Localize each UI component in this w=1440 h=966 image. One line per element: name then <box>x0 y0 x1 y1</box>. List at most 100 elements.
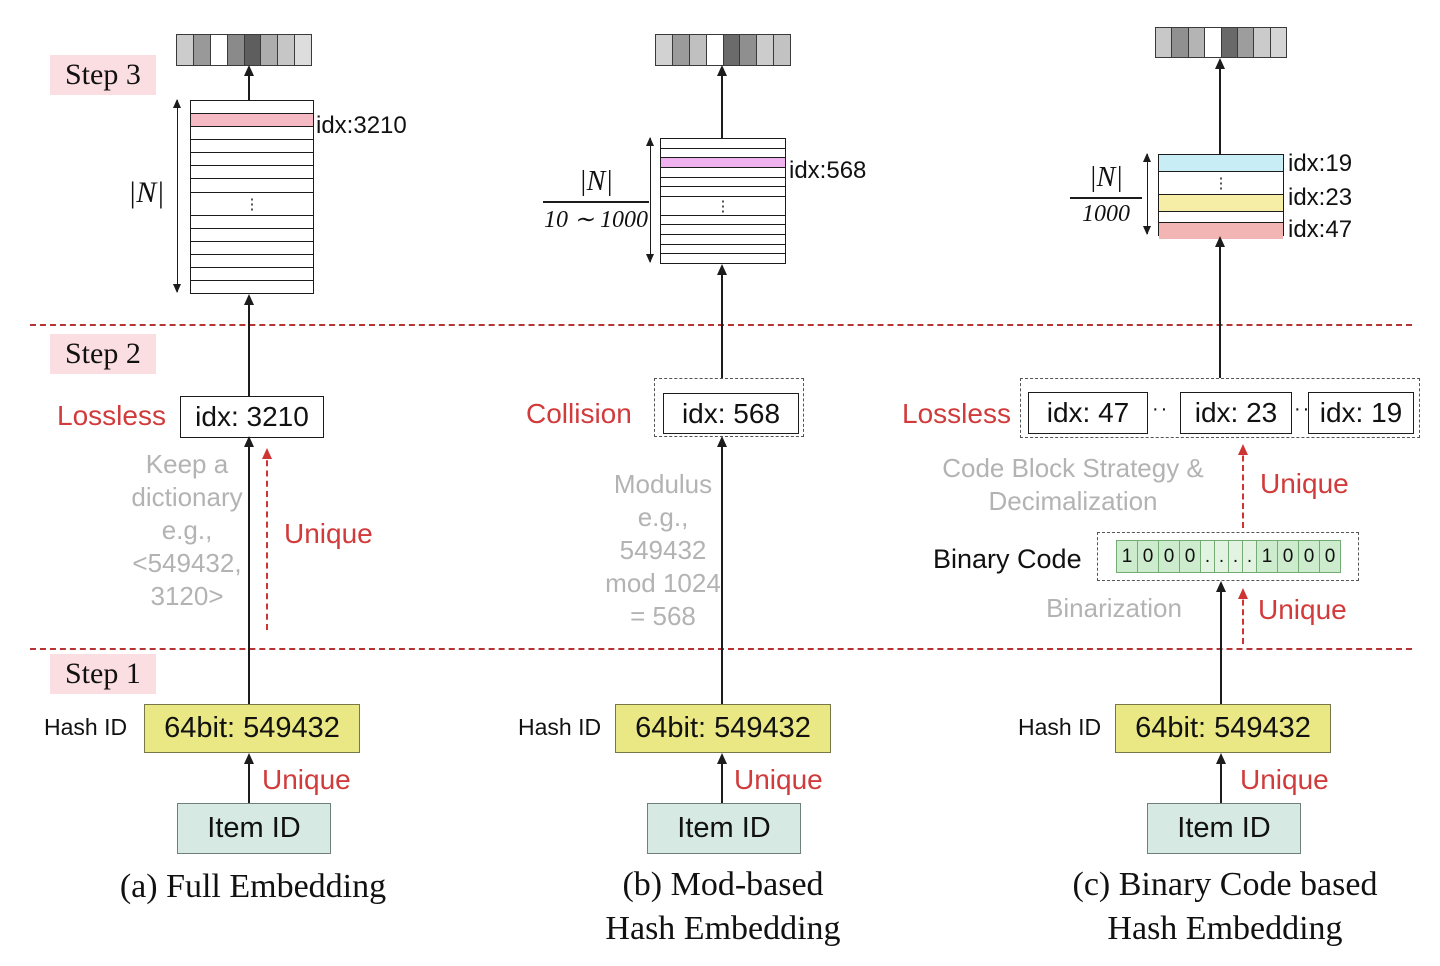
modulus-hint-b: Modulus e.g., 549432 mod 1024 = 568 <box>605 469 721 631</box>
table-row <box>191 242 313 255</box>
vector-cell <box>1270 28 1286 57</box>
binary-code-label-c: Binary Code <box>933 544 1082 574</box>
row-index-label-c-19: idx:19 <box>1288 150 1353 177</box>
table-row <box>191 166 313 180</box>
caption-c-line2: Hash Embedding <box>1107 910 1343 947</box>
unique-label-binarization-c: Unique <box>1258 594 1347 625</box>
hash-id-label-c: Hash ID <box>1018 714 1102 740</box>
embedding-table-c: ⋮ <box>1158 154 1284 239</box>
vector-cell <box>244 35 262 65</box>
table-ellipsis-b: ⋮ <box>661 197 785 216</box>
table-row <box>191 101 313 115</box>
table-row-highlight-a <box>191 114 313 128</box>
binary-digit-cell: 0 <box>1179 540 1201 573</box>
vector-cell <box>1254 28 1271 57</box>
unique-arrow-binarization-c <box>1238 588 1248 644</box>
table-row <box>661 225 785 236</box>
row-index-label-b: idx:568 <box>789 157 867 184</box>
hash-id-label-a: Hash ID <box>44 714 128 740</box>
vector-cell <box>1156 28 1173 57</box>
table-row <box>191 281 313 293</box>
lossless-label-c: Lossless <box>902 398 1011 429</box>
vector-cell <box>1188 28 1206 57</box>
binary-digit-cell: 1 <box>1256 540 1278 573</box>
vector-cell <box>706 35 724 65</box>
arrow-item-to-hash-c <box>1216 753 1226 803</box>
unique-label-step1-b: Unique <box>734 764 823 795</box>
vector-cell <box>261 35 279 65</box>
size-denominator-c: 1000 <box>1082 201 1130 227</box>
collision-label-b: Collision <box>526 398 632 429</box>
vector-cell <box>278 35 296 65</box>
dictionary-hint-a: Keep a dictionary e.g., <549432, 3120> <box>131 449 243 611</box>
vector-cell <box>757 35 775 65</box>
caption-b-line1: (b) Mod-based <box>622 866 824 903</box>
table-row <box>191 229 313 242</box>
vector-cell <box>774 35 790 65</box>
table-row <box>191 255 313 268</box>
binary-digit-cell: 0 <box>1277 540 1299 573</box>
embedding-table-a: ⋮ <box>190 100 314 294</box>
size-arrow-c <box>1143 153 1151 235</box>
table-row <box>661 178 785 188</box>
row-index-label-c-47: idx:47 <box>1288 216 1353 243</box>
size-numerator-b: |N| <box>543 166 649 203</box>
vector-cell <box>210 35 228 65</box>
table-row-highlight-c-yellow <box>1159 195 1283 212</box>
table-row <box>191 140 313 154</box>
hash-box-c: 64bit: 549432 <box>1115 704 1331 753</box>
table-row <box>661 187 785 197</box>
table-row <box>191 268 313 281</box>
hash-box-a: 64bit: 549432 <box>144 704 360 753</box>
item-id-box-a: Item ID <box>177 803 331 854</box>
arrow-indexboxes-to-table-c <box>1215 236 1225 378</box>
size-denominator-b: 10 ∼ 1000 <box>543 207 649 233</box>
arrow-hash-to-binary-c <box>1216 581 1226 704</box>
vector-cell <box>723 35 741 65</box>
binarization-hint-c: Binarization <box>1046 593 1182 623</box>
index-box-c-23: idx: 23 <box>1180 392 1292 434</box>
caption-c-line1: (c) Binary Code based <box>1072 866 1378 903</box>
step1-label: Step 1 <box>50 654 156 694</box>
table-ellipsis-c: ⋮ <box>1159 172 1283 195</box>
table-row <box>661 168 785 178</box>
table-row <box>661 245 785 255</box>
size-arrow-a <box>173 99 181 293</box>
vector-cell <box>689 35 707 65</box>
table-row <box>191 179 313 193</box>
binary-digit-cell: . <box>1214 540 1229 573</box>
step3-label: Step 3 <box>50 55 156 95</box>
vector-cell <box>672 35 690 65</box>
row-index-label-a: idx:3210 <box>316 112 407 139</box>
binary-digit-cell: . <box>1200 540 1215 573</box>
table-row <box>661 139 785 149</box>
caption-a: (a) Full Embedding <box>119 868 387 905</box>
vector-cell <box>1172 28 1189 57</box>
vector-cell <box>1221 28 1238 57</box>
vector-cell <box>177 35 194 65</box>
unique-label-step1-c: Unique <box>1240 764 1329 795</box>
vector-cell <box>1205 28 1222 57</box>
table-row <box>1159 212 1283 223</box>
vector-cell <box>295 35 311 65</box>
index-box-b: idx: 568 <box>663 393 799 434</box>
lossless-label-a: Lossless <box>57 400 166 431</box>
binary-digit-cell: . <box>1242 540 1257 573</box>
caption-b-line2: Hash Embedding <box>605 910 841 947</box>
arrow-hash-to-indexbox-b <box>717 436 727 704</box>
binary-digit-cell: . <box>1228 540 1243 573</box>
table-row <box>191 216 313 229</box>
arrow-hash-to-indexbox-a <box>244 436 254 704</box>
binary-digit-cell: 0 <box>1298 540 1320 573</box>
table-row <box>191 153 313 167</box>
vector-cell <box>656 35 673 65</box>
index-box-c-47: idx: 47 <box>1028 392 1148 434</box>
size-numerator-c: |N| <box>1070 162 1142 199</box>
table-ellipsis-a: ⋮ <box>191 193 313 216</box>
index-box-a: idx: 3210 <box>180 396 324 438</box>
index-separator-dots-1: ·· <box>1152 398 1170 420</box>
size-fraction-b: |N| 10 ∼ 1000 <box>543 166 649 234</box>
step2-label: Step 2 <box>50 334 156 374</box>
